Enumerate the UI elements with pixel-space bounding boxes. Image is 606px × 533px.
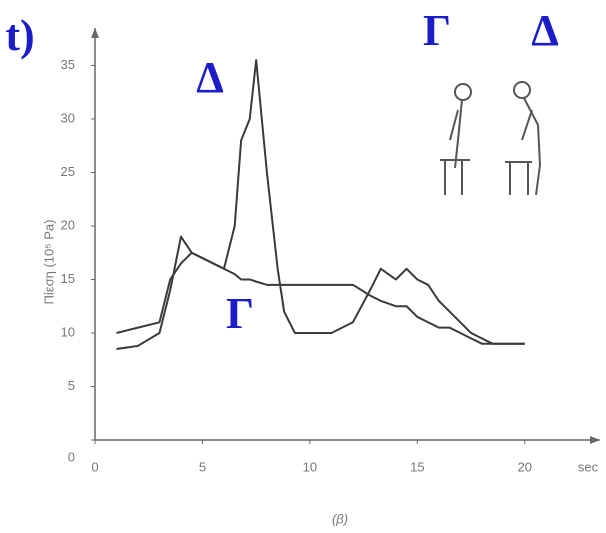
axis-arrow (91, 28, 99, 38)
series-label: Δ (196, 53, 224, 102)
x-tick-label: 15 (410, 459, 424, 474)
y-tick-label: 5 (68, 378, 75, 393)
y-tick-label: 35 (61, 57, 75, 72)
caption: (β) (332, 511, 348, 526)
y-tick-label: 30 (61, 110, 75, 125)
y-axis-label: Πίεση (10⁵ Pa) (41, 220, 56, 305)
x-tick-label: 0 (91, 459, 98, 474)
x-tick-label: 10 (303, 459, 317, 474)
y-tick-label: 0 (68, 449, 75, 464)
figure-illustration (440, 81, 542, 196)
y-tick-label: 10 (61, 324, 75, 339)
x-axis-label: sec (578, 459, 599, 474)
figure-label: Γ (423, 6, 451, 55)
figure-label: Δ (531, 6, 559, 55)
x-tick-label: 20 (518, 459, 532, 474)
axis-arrow (590, 436, 600, 444)
x-tick-label: 5 (199, 459, 206, 474)
series-label: Γ (226, 289, 254, 338)
y-tick-label: 15 (61, 271, 75, 286)
panel-label: t) (5, 11, 34, 60)
line (116, 251, 525, 345)
y-tick-label: 25 (61, 164, 75, 179)
line (116, 59, 525, 351)
y-tick-label: 20 (61, 217, 75, 232)
